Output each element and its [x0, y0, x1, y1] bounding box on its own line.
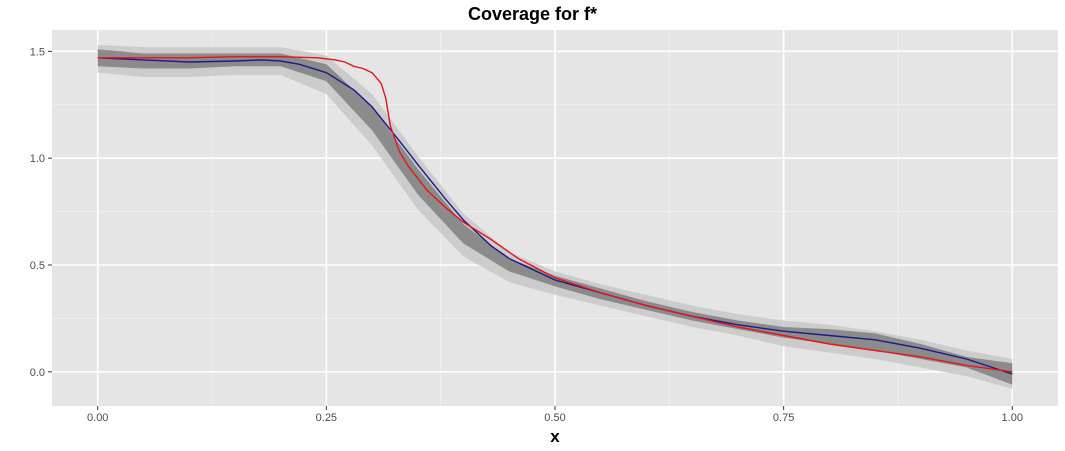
x-tick-label: 0.50	[544, 412, 565, 424]
x-tick-label: 1.00	[1002, 412, 1023, 424]
band-inner	[97, 49, 1013, 385]
confidence-bands	[97, 45, 1013, 389]
x-axis-ticks: 0.00 0.25 0.50 0.75 1.00	[87, 406, 1023, 424]
x-tick-label: 0.00	[87, 412, 108, 424]
series-line-1	[97, 56, 1013, 373]
y-tick-label: 1.0	[30, 153, 45, 165]
series-line-0	[97, 57, 1013, 375]
y-tick-label: 0.5	[30, 260, 45, 272]
y-tick-label: 0.0	[30, 367, 45, 379]
y-tick-label: 1.5	[30, 46, 45, 58]
x-tick-label: 0.25	[316, 412, 337, 424]
x-axis-title: x	[550, 427, 560, 446]
y-axis-ticks: 0.0 0.5 1.0 1.5	[30, 46, 52, 379]
series-lines	[97, 56, 1013, 375]
x-tick-label: 0.75	[773, 412, 794, 424]
chart-title: Coverage for f*	[467, 4, 598, 24]
